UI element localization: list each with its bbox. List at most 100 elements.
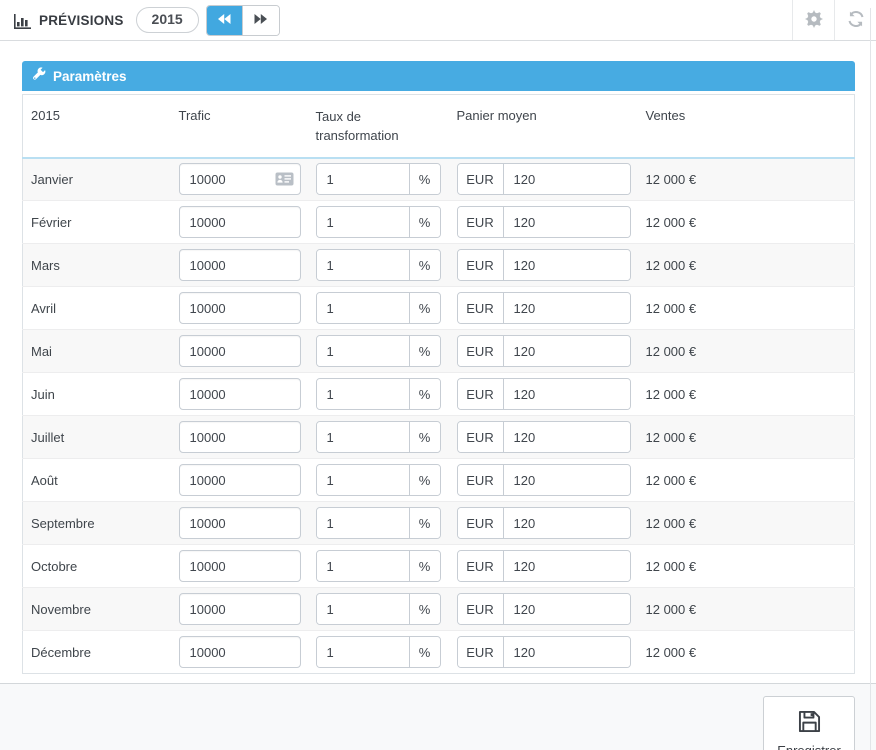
traffic-input[interactable] — [178, 249, 301, 282]
month-label: Mars — [31, 257, 60, 273]
floppy-disk-icon — [796, 708, 823, 738]
refresh-button[interactable] — [834, 0, 876, 40]
average-cart-input[interactable] — [503, 465, 630, 496]
currency-addon: EUR — [457, 508, 504, 539]
sales-value: 12 000 € — [645, 601, 697, 617]
table-row: Février % EUR 12 0 — [22, 200, 855, 244]
conversion-rate-input[interactable] — [316, 508, 409, 539]
conversion-rate-input[interactable] — [316, 164, 409, 195]
table-row: Septembre % EUR 12 — [22, 501, 855, 545]
conversion-rate-input[interactable] — [316, 465, 409, 496]
sales-value: 12 000 € — [645, 472, 697, 488]
average-cart-input[interactable] — [503, 551, 630, 582]
average-cart-input[interactable] — [503, 336, 630, 367]
average-cart-input[interactable] — [503, 164, 630, 195]
average-cart-input[interactable] — [503, 508, 630, 539]
average-cart-input[interactable] — [503, 250, 630, 281]
currency-addon: EUR — [457, 637, 504, 668]
sales-value: 12 000 € — [645, 214, 697, 230]
percent-addon: % — [408, 207, 440, 238]
traffic-input[interactable] — [178, 593, 301, 626]
next-year-button[interactable] — [242, 5, 279, 35]
main-content: Paramètres 2015 Trafic Taux de transform… — [0, 41, 876, 683]
table-row: Décembre % EUR 12 — [22, 630, 855, 674]
table-row: Août % EUR 12 000 — [22, 458, 855, 502]
bar-chart-icon — [14, 13, 31, 29]
previous-year-button[interactable] — [206, 5, 243, 35]
sales-value: 12 000 € — [645, 644, 697, 660]
save-button[interactable]: Enregistrer — [763, 696, 855, 750]
conversion-rate-input[interactable] — [316, 551, 409, 582]
forecast-table: 2015 Trafic Taux de transformation Panie… — [22, 94, 855, 675]
traffic-input[interactable] — [178, 378, 301, 411]
month-label: Avril — [31, 300, 57, 316]
conversion-rate-input[interactable] — [316, 637, 409, 668]
percent-addon: % — [408, 336, 440, 367]
traffic-input[interactable] — [178, 421, 301, 454]
traffic-input[interactable] — [178, 163, 301, 196]
currency-addon: EUR — [457, 379, 504, 410]
currency-addon: EUR — [457, 164, 504, 195]
column-header-traffic: Trafic — [178, 94, 316, 159]
average-cart-input[interactable] — [503, 379, 630, 410]
column-header-sales: Ventes — [630, 94, 855, 159]
page-right-edge — [870, 8, 871, 750]
conversion-rate-input[interactable] — [316, 207, 409, 238]
table-row: Mars % EUR 12 000 — [22, 243, 855, 287]
traffic-input[interactable] — [178, 206, 301, 239]
table-row: Janvier — [22, 157, 855, 201]
wrench-icon — [32, 66, 46, 86]
currency-addon: EUR — [457, 207, 504, 238]
conversion-rate-input[interactable] — [316, 422, 409, 453]
table-row: Juin % EUR 12 000 — [22, 372, 855, 416]
table-row: Avril % EUR 12 000 — [22, 286, 855, 330]
average-cart-input[interactable] — [503, 637, 630, 668]
month-label: Novembre — [31, 601, 91, 617]
month-label: Juillet — [31, 429, 65, 445]
table-row: Juillet % EUR 12 0 — [22, 415, 855, 459]
average-cart-input[interactable] — [503, 422, 630, 453]
sales-value: 12 000 € — [645, 343, 697, 359]
currency-addon: EUR — [457, 594, 504, 625]
currency-addon: EUR — [457, 465, 504, 496]
month-label: Janvier — [31, 171, 73, 187]
settings-gear-button[interactable] — [792, 0, 834, 40]
conversion-rate-input[interactable] — [316, 336, 409, 367]
month-label: Décembre — [31, 644, 91, 660]
currency-addon: EUR — [457, 336, 504, 367]
traffic-input[interactable] — [178, 292, 301, 325]
topbar: PRÉVISIONS 2015 — [0, 0, 876, 41]
panel-heading: Paramètres — [22, 61, 855, 91]
gear-icon — [804, 9, 823, 31]
average-cart-input[interactable] — [503, 293, 630, 324]
percent-addon: % — [408, 250, 440, 281]
column-header-average-cart: Panier moyen — [456, 94, 631, 159]
save-button-label: Enregistrer — [777, 743, 841, 750]
percent-addon: % — [408, 465, 440, 496]
conversion-rate-input[interactable] — [316, 594, 409, 625]
conversion-rate-input[interactable] — [316, 379, 409, 410]
month-label: Octobre — [31, 558, 78, 574]
conversion-rate-input[interactable] — [316, 293, 409, 324]
month-label: Mai — [31, 343, 52, 359]
fast-forward-icon — [254, 13, 268, 28]
percent-addon: % — [408, 508, 440, 539]
traffic-input[interactable] — [178, 636, 301, 669]
sales-value: 12 000 € — [645, 171, 697, 187]
percent-addon: % — [408, 164, 440, 195]
footer-toolbar: Enregistrer — [0, 683, 876, 750]
column-header-conversion-rate: Taux de transformation — [315, 94, 457, 159]
year-navigation — [205, 4, 280, 36]
conversion-rate-input[interactable] — [316, 250, 409, 281]
percent-addon: % — [408, 379, 440, 410]
average-cart-input[interactable] — [503, 207, 630, 238]
percent-addon: % — [408, 422, 440, 453]
currency-addon: EUR — [457, 422, 504, 453]
traffic-input[interactable] — [178, 335, 301, 368]
average-cart-input[interactable] — [503, 594, 630, 625]
column-header-year: 2015 — [22, 94, 179, 159]
traffic-input[interactable] — [178, 550, 301, 583]
traffic-input[interactable] — [178, 464, 301, 497]
traffic-input[interactable] — [178, 507, 301, 540]
